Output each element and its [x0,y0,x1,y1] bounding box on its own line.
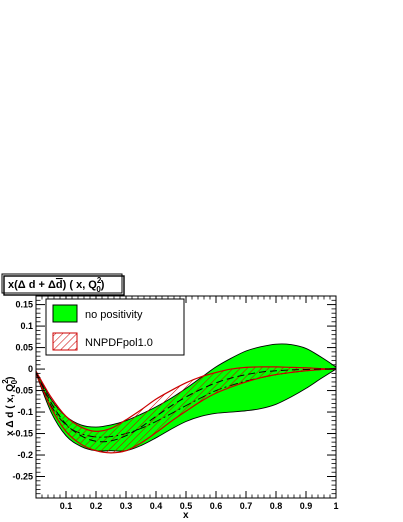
x-tick-label: 0.7 [240,501,253,511]
x-tick-label: 1 [333,501,338,511]
x-tick-label: 0.8 [270,501,283,511]
x-tick-label: 0.9 [300,501,313,511]
y-tick-label: -0.2 [17,450,33,460]
band-upper-edge [36,366,336,432]
y-tick-label: 0.1 [20,321,33,331]
band-lower-edge [36,368,336,454]
chart-title-box: x(Δ d + Δd) ( x, Q2 0) [1,273,125,296]
x-tick-label: 0.3 [120,501,133,511]
y-tick-label: -0.15 [12,429,33,439]
y-tick-label: -0.05 [12,386,33,396]
axes-layer: 0.1 0.2 0.3 0.4 0.5 0.6 0.7 0.8 0.9 1 -0.25 -0.2 -0.… [12,296,339,511]
x-tick-label: 0.4 [150,501,163,511]
y-tick-label: 0 [28,364,33,374]
series-nnpdfpol1-0 [36,366,336,454]
x-tick-label: 0.2 [90,501,103,511]
x-tick-label: 0.1 [60,501,73,511]
series-layer [36,343,336,454]
x-tick-label: 0.6 [210,501,223,511]
legend-label-no-positivity: no positivity [85,309,143,321]
x-tick-label: 0.5 [180,501,193,511]
legend: no positivity NNPDFpol1.0 [45,298,185,356]
chart-title: x(Δ d + Δd) ( x, Q2 0) [8,276,105,294]
band-area [36,366,336,453]
y-tick-label: 0.05 [15,343,33,353]
y-tick-label: 0.15 [15,300,33,310]
legend-swatch-no-positivity [52,304,78,323]
y-tick-label: -0.1 [17,407,33,417]
legend-swatch-nnpdfpol [52,332,78,351]
central-line [36,368,336,443]
legend-label-nnpdfpol: NNPDFpol1.0 [85,337,153,349]
y-axis-title: x Δ d ( x, Q20) [1,377,19,436]
x-axis-title: x [183,510,189,521]
y-tick-label: -0.25 [12,472,33,482]
